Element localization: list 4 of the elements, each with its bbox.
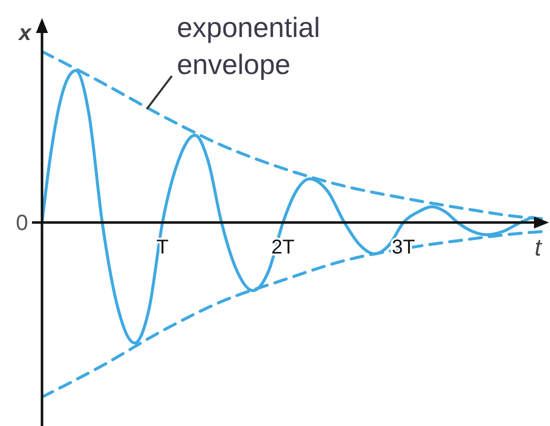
text: 0 [16,210,28,235]
x-axis-title: t [534,234,543,262]
annotation: exponential envelope [176,11,322,82]
y-axis-title: x [18,20,32,45]
